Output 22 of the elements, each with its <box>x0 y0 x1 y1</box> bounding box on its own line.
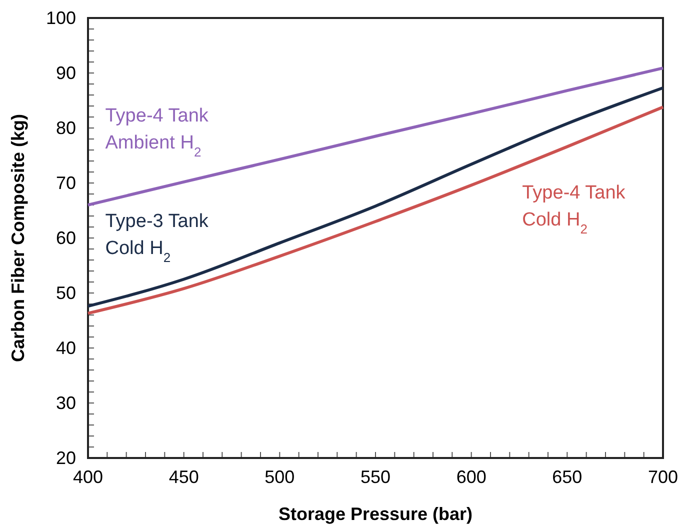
x-tick-label: 650 <box>552 466 582 487</box>
y-tick-label: 20 <box>56 448 76 468</box>
y-tick-label: 60 <box>56 228 76 248</box>
y-tick-label: 70 <box>56 172 76 193</box>
x-axis-title: Storage Pressure (bar) <box>278 504 473 524</box>
y-tick-label: 80 <box>56 118 76 138</box>
series-label: Type-3 Tank Cold H$_{2}$ <box>105 211 209 264</box>
x-tick-label: 500 <box>264 466 295 487</box>
y-tick-label: 90 <box>56 62 76 83</box>
x-tick-label: 550 <box>360 466 391 487</box>
series-label: Type-4 Tank Ambient H$_{2}$ <box>105 105 209 159</box>
y-axis-title: Carbon Fiber Composite (kg) <box>8 114 28 362</box>
x-tick-label: 600 <box>456 466 486 487</box>
y-tick-label: 30 <box>56 392 76 413</box>
line-series <box>86 66 664 206</box>
y-tick-label: 40 <box>56 338 76 358</box>
x-tick-label: 700 <box>648 466 678 487</box>
y-tick-label: 50 <box>56 282 76 303</box>
x-tick-label: 450 <box>168 466 199 487</box>
x-tick-label: 400 <box>72 466 104 487</box>
y-tick-label: 100 <box>46 8 76 28</box>
series-label: Type-4 Tank Cold H$_{2}$ <box>522 182 626 236</box>
